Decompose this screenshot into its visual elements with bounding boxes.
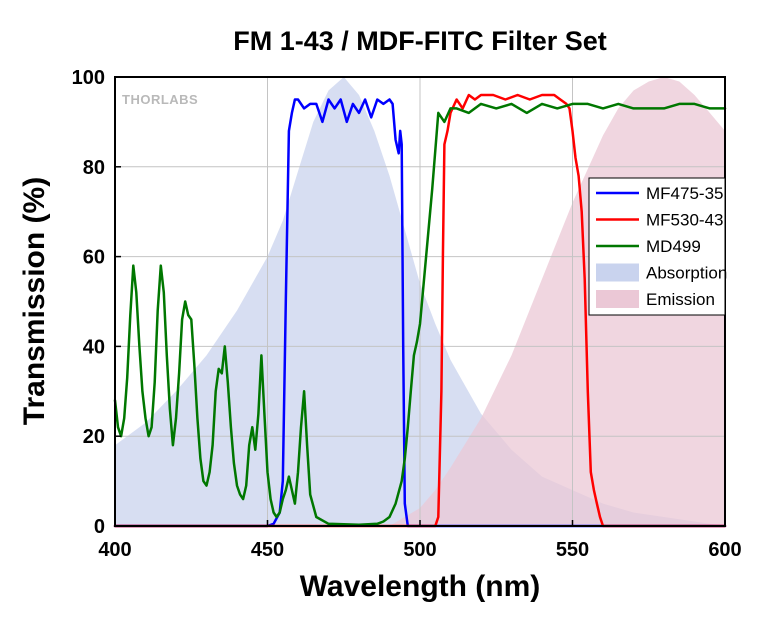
y-tick-label-100: 100	[72, 67, 105, 89]
x-tick-label-600: 600	[708, 539, 741, 561]
chart-title: FM 1-43 / MDF-FITC Filter Set	[233, 26, 607, 56]
y-tick-label-60: 60	[83, 247, 105, 269]
legend-label-md499: MD499	[646, 237, 701, 256]
legend-label-emission: Emission	[646, 290, 715, 309]
y-tick-label-80: 80	[83, 157, 105, 179]
chart-legend: MF475-35 MF530-43 MD499 Absorption Emission	[588, 177, 727, 316]
mf475-35-line	[113, 98, 727, 528]
md499-line	[113, 102, 727, 526]
legend-swatch-absorption	[596, 263, 639, 282]
mf530-43-line	[113, 93, 727, 528]
x-tick-label-450: 450	[251, 539, 284, 561]
x-axis-title: Wavelength (nm)	[300, 570, 541, 603]
y-axis-title: Transmission (%)	[18, 177, 51, 425]
watermark-logo: THORLABS	[122, 92, 198, 107]
legend-label-absorption: Absorption	[646, 264, 727, 283]
line-series-group	[113, 93, 727, 528]
x-tick-label-400: 400	[98, 539, 131, 561]
axis-ticks: 400 450 500 550 600 0 20 40 60 80 100	[72, 67, 742, 561]
legend-label-mf530-43: MF530-43	[646, 211, 723, 230]
x-tick-label-550: 550	[556, 539, 589, 561]
x-tick-label-500: 500	[403, 539, 436, 561]
y-tick-label-40: 40	[83, 336, 105, 358]
legend-label-mf475-35: MF475-35	[646, 184, 723, 203]
y-tick-label-0: 0	[94, 516, 105, 538]
grid-lines	[115, 77, 725, 526]
legend-swatch-emission	[596, 290, 639, 308]
y-tick-label-20: 20	[83, 426, 105, 448]
